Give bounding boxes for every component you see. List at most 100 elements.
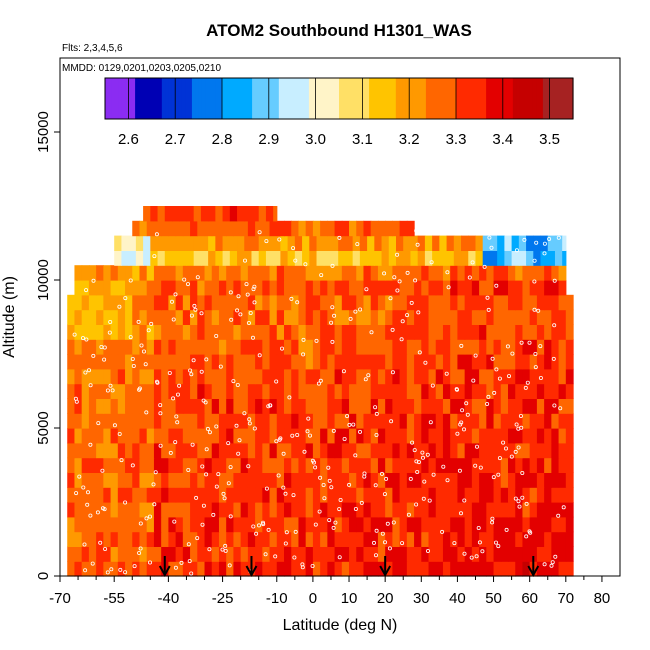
sample-point <box>251 524 256 529</box>
heatmap-cell <box>88 383 97 399</box>
heatmap-cell <box>262 398 271 414</box>
heatmap-cell <box>182 487 191 503</box>
heatmap-cell <box>406 413 415 429</box>
sample-point <box>311 460 316 465</box>
heatmap-cell <box>414 502 422 518</box>
heatmap-cell <box>341 428 350 444</box>
heatmap-cell <box>349 354 357 370</box>
heatmap-cell <box>450 531 459 547</box>
flight-marker-arrowhead <box>527 565 540 578</box>
sample-point <box>284 530 289 535</box>
y-tick-label: 0 <box>35 572 52 580</box>
heatmap-cell <box>544 516 552 533</box>
heatmap-cell <box>464 324 473 340</box>
heatmap-cell <box>125 502 133 518</box>
heatmap-cell <box>435 502 444 518</box>
sample-point <box>274 379 279 384</box>
heatmap-cell <box>558 294 567 311</box>
sample-point <box>552 278 557 283</box>
heatmap-cell <box>349 324 357 340</box>
heatmap-cell <box>327 383 336 399</box>
sample-point <box>290 433 295 438</box>
heatmap-cell <box>103 354 112 370</box>
heatmap-cell <box>471 487 480 503</box>
heatmap-cell <box>399 324 408 340</box>
sample-point <box>242 411 247 416</box>
colorbar-segment <box>201 78 206 119</box>
colorbar-segment <box>432 78 437 119</box>
heatmap-cell <box>211 309 220 325</box>
sample-point <box>204 357 209 362</box>
colorbar-segment <box>362 78 367 119</box>
sample-point <box>486 307 491 312</box>
heatmap-cell <box>146 354 155 370</box>
sample-point <box>117 431 122 436</box>
sample-point <box>487 235 492 240</box>
heatmap-cell <box>139 280 148 296</box>
heatmap-cell <box>226 324 235 340</box>
sample-point <box>518 413 523 418</box>
sample-point <box>550 560 555 565</box>
sample-point <box>428 420 433 425</box>
heatmap-cell <box>540 235 549 251</box>
sample-point <box>387 546 392 551</box>
heatmap-cell <box>204 487 213 503</box>
heatmap-cell <box>428 531 437 547</box>
sample-point <box>316 381 321 386</box>
heatmap-cell <box>529 280 538 296</box>
heatmap-cell <box>276 280 285 296</box>
heatmap-cell <box>320 324 328 340</box>
heatmap-cell <box>88 561 97 577</box>
sample-point <box>277 237 282 242</box>
heatmap-cell <box>446 250 455 266</box>
heatmap-cell <box>88 280 97 296</box>
colorbar-segment <box>185 78 190 119</box>
heatmap-cell <box>334 516 343 533</box>
heatmap-cell <box>88 546 97 562</box>
heatmap-cell <box>450 309 459 325</box>
heatmap-cell <box>316 250 325 266</box>
heatmap-cell <box>349 280 357 296</box>
sample-point <box>310 564 315 569</box>
heatmap-cell <box>139 220 148 237</box>
heatmap-cell <box>500 546 509 562</box>
sample-point <box>362 474 367 479</box>
heatmap-cell <box>240 516 249 533</box>
heatmap-cell <box>197 324 206 340</box>
sample-point <box>464 401 469 406</box>
sample-point <box>88 383 93 388</box>
sample-point <box>314 338 319 343</box>
sample-point <box>533 351 538 356</box>
heatmap-cell <box>406 457 415 473</box>
colorbar-segment <box>148 78 153 119</box>
heatmap-cell <box>349 339 357 355</box>
heatmap-cell <box>305 339 314 355</box>
heatmap-cell <box>146 265 155 281</box>
heatmap-cell <box>356 546 365 562</box>
heatmap-cell <box>500 531 509 547</box>
heatmap-cell <box>565 368 574 385</box>
heatmap-cell <box>168 280 177 296</box>
heatmap-cell <box>442 309 451 325</box>
heatmap-cell <box>175 339 184 355</box>
heatmap-cell <box>392 546 401 562</box>
sample-point <box>413 278 418 283</box>
heatmap-cell <box>81 294 90 311</box>
sample-point <box>234 423 239 428</box>
heatmap-cell <box>218 324 227 340</box>
sample-point <box>322 496 327 501</box>
heatmap-cell <box>74 265 83 281</box>
colorbar-segment <box>238 78 243 119</box>
heatmap-cell <box>233 280 242 296</box>
heatmap-cell <box>175 354 184 370</box>
heatmap-cell <box>558 368 567 385</box>
sample-point <box>252 284 257 289</box>
heatmap-cell <box>262 413 271 429</box>
heatmap-cell <box>240 339 249 355</box>
heatmap-cell <box>233 531 242 547</box>
heatmap-cell <box>323 250 332 266</box>
heatmap-cell <box>544 413 552 429</box>
heatmap-cell <box>81 309 90 325</box>
heatmap-cell <box>269 339 278 355</box>
heatmap-cell <box>421 324 430 340</box>
